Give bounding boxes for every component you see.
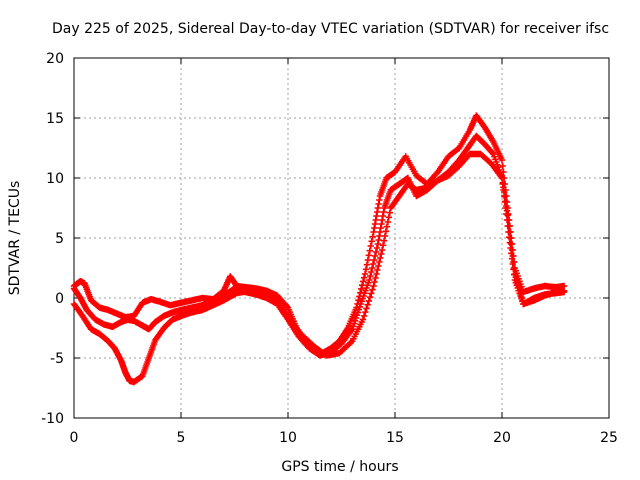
data-point — [362, 266, 370, 273]
data-point — [365, 252, 373, 259]
data-point — [560, 288, 568, 296]
data-point — [367, 272, 374, 280]
data-point — [359, 316, 367, 323]
data-point — [363, 305, 370, 312]
data-point — [369, 233, 376, 240]
x-tick-label: 10 — [279, 430, 297, 446]
data-point — [500, 192, 508, 200]
data-point — [505, 234, 513, 241]
data-point — [361, 270, 369, 278]
data-point — [503, 210, 510, 218]
data-point — [372, 248, 380, 256]
data-point — [368, 238, 375, 245]
data-point — [283, 303, 291, 310]
data-point — [364, 256, 372, 264]
data-point — [500, 186, 507, 194]
x-tick-label: 5 — [177, 430, 186, 446]
data-point — [367, 242, 374, 250]
data-point — [489, 149, 496, 157]
x-tick-label: 25 — [600, 430, 618, 446]
data-point — [503, 216, 511, 224]
data-point — [366, 294, 374, 301]
data-point — [376, 258, 383, 266]
data-point — [371, 252, 379, 260]
data-point — [499, 180, 506, 188]
data-point — [381, 232, 389, 240]
data-point — [501, 198, 509, 206]
tick-layer: 0 5 10 15 20 25 -10 -5 0 5 10 15 20 — [41, 51, 618, 446]
data-point — [364, 301, 371, 308]
data-point — [375, 262, 382, 270]
data-point — [372, 274, 379, 282]
data-point — [384, 218, 392, 226]
data-point — [378, 250, 385, 258]
data-point — [368, 290, 375, 297]
data-point — [379, 242, 387, 249]
y-tick-label: -10 — [41, 411, 64, 427]
series-track-c — [70, 150, 568, 386]
x-tick-label: 0 — [70, 430, 79, 446]
data-point — [366, 276, 373, 284]
y-tick-label: 15 — [46, 111, 64, 127]
data-point — [355, 296, 362, 304]
y-tick-label: 10 — [46, 171, 64, 187]
data-point — [377, 254, 384, 262]
data-point — [370, 282, 377, 290]
data-point — [383, 223, 391, 230]
data-point — [508, 250, 515, 257]
data-point — [365, 297, 373, 305]
data-point — [363, 261, 371, 268]
x-tick-label: 20 — [493, 430, 511, 446]
data-point — [369, 286, 376, 293]
data-point — [360, 312, 368, 320]
y-tick-label: 0 — [55, 291, 64, 307]
points-layer — [70, 112, 568, 386]
data-point — [373, 244, 381, 252]
data-point — [368, 268, 375, 276]
data-point — [502, 204, 509, 212]
x-axis-title: GPS time / hours — [281, 459, 398, 475]
data-point — [510, 266, 517, 273]
y-tick-label: -5 — [50, 351, 64, 367]
data-point — [386, 209, 393, 216]
data-point — [362, 308, 369, 316]
data-point — [371, 278, 378, 286]
data-point — [360, 274, 368, 281]
data-point — [498, 174, 506, 182]
data-point — [369, 260, 377, 268]
data-point — [378, 246, 386, 254]
data-point — [504, 222, 511, 230]
data-point — [385, 214, 393, 221]
chart-title: Day 225 of 2025, Sidereal Day-to-day VTE… — [52, 21, 609, 37]
data-point — [368, 264, 376, 272]
data-point — [498, 156, 506, 164]
data-point — [359, 278, 367, 285]
data-point — [380, 237, 388, 244]
data-point — [370, 256, 378, 264]
data-point — [358, 285, 365, 293]
data-point — [382, 228, 390, 235]
x-tick-label: 15 — [386, 430, 404, 446]
data-point — [499, 162, 506, 170]
y-axis-title: SDTVAR / TECUs — [7, 181, 23, 296]
data-point — [373, 270, 380, 278]
y-tick-label: 20 — [46, 51, 64, 67]
data-point — [374, 266, 381, 274]
data-point — [366, 247, 373, 254]
y-tick-label: 5 — [55, 231, 64, 247]
